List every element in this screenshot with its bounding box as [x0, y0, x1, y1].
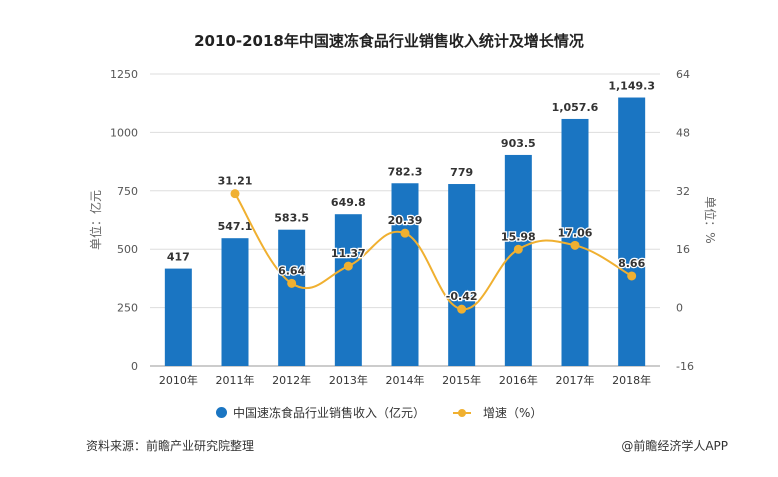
source-note: 资料来源：前瞻产业研究院整理: [86, 439, 255, 453]
line-label: 17.06: [558, 226, 593, 239]
chart-title: 2010-2018年中国速冻食品行业销售收入统计及增长情况: [194, 32, 584, 50]
legend-line-marker: [453, 408, 472, 417]
bar: [334, 214, 362, 366]
line-label: 31.21: [218, 175, 253, 188]
growth-point: [287, 278, 297, 288]
legend-bar-label: 中国速冻食品行业销售收入（亿元）: [233, 406, 426, 420]
x-tick: 2010年: [159, 373, 198, 387]
bar: [164, 268, 192, 366]
y-tick-right: 16: [676, 243, 690, 256]
x-tick: 2014年: [386, 373, 425, 387]
bar: [391, 183, 419, 366]
bar-label: 903.5: [501, 137, 536, 150]
bar-label: 417: [167, 251, 190, 264]
growth-point: [627, 271, 637, 281]
y-tick-right: -16: [676, 360, 694, 373]
y-tick-right: 64: [676, 68, 690, 81]
growth-point: [343, 261, 353, 271]
bar-label: 1,057.6: [552, 101, 599, 114]
x-tick: 2015年: [442, 373, 481, 387]
bar-label: 547.1: [218, 220, 253, 233]
legend-line-label: 增速（%）: [483, 406, 543, 420]
y-tick-left: 500: [117, 243, 138, 256]
line-label: 15.98: [501, 230, 536, 243]
y-tick-right: 48: [676, 126, 690, 139]
bar: [504, 154, 532, 366]
line-label: -0.42: [446, 290, 478, 303]
bar: [618, 97, 646, 366]
growth-point: [230, 189, 240, 199]
x-tick: 2013年: [329, 373, 368, 387]
bar-label: 583.5: [274, 212, 309, 225]
bar-label: 649.8: [331, 196, 366, 209]
x-tick: 2018年: [612, 373, 651, 387]
bar: [278, 229, 306, 366]
y-tick-left: 750: [117, 185, 138, 198]
legend-bar-marker: [216, 407, 227, 418]
y-tick-right: 0: [676, 302, 683, 315]
bar: [221, 238, 249, 366]
y-tick-left: 250: [117, 302, 138, 315]
line-label: 6.64: [278, 264, 305, 277]
y-axis-label-left: 单位：亿元: [88, 190, 103, 250]
bar-label: 782.3: [388, 165, 423, 178]
y-tick-left: 0: [131, 360, 138, 373]
growth-point: [457, 304, 467, 314]
line-label: 20.39: [388, 214, 423, 227]
growth-point: [513, 244, 523, 254]
x-tick: 2016年: [499, 373, 538, 387]
bar: [448, 184, 476, 366]
legend: 中国速冻食品行业销售收入（亿元） 增速（%）: [216, 404, 542, 421]
line-label: 8.66: [618, 257, 645, 270]
x-tick: 2017年: [556, 373, 595, 387]
line-label: 11.37: [331, 247, 366, 260]
bar-label: 779: [450, 166, 473, 179]
credit-note: @前瞻经济学人APP: [621, 439, 728, 453]
y-axis-label-right: 单位：%: [703, 196, 718, 243]
y-tick-right: 32: [676, 185, 690, 198]
y-tick-left: 1000: [110, 126, 138, 139]
y-tick-left: 1250: [110, 68, 138, 81]
bar-label: 1,149.3: [608, 80, 655, 93]
x-tick: 2011年: [216, 373, 255, 387]
x-tick: 2012年: [272, 373, 311, 387]
growth-point: [400, 228, 410, 238]
growth-point: [570, 240, 580, 250]
